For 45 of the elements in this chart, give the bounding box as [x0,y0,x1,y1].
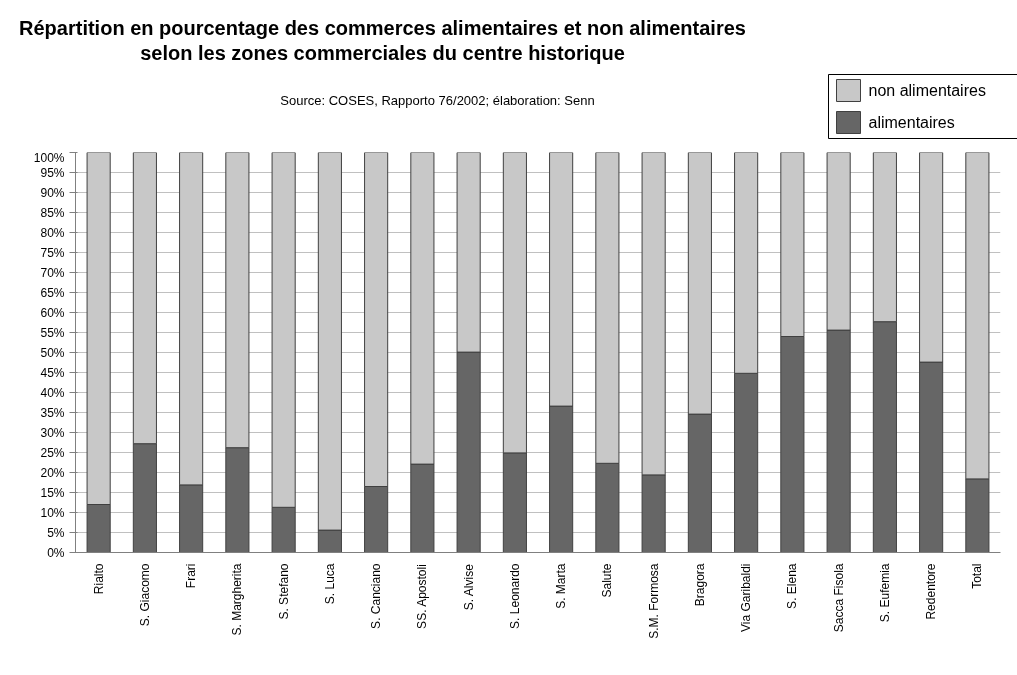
x-tick-label: S. Marta [554,563,569,609]
y-tick-label: 85% [40,205,65,220]
x-tick-label: S. Canciano [369,563,384,629]
x-tick-label: S. Alvise [461,563,476,611]
y-tick-label: 45% [40,365,65,380]
y-tick-label: 0% [47,545,65,560]
y-tick-label: 100% [33,150,65,165]
x-tick-label: Via Garibaldi [739,563,754,632]
y-tick-label: 95% [40,165,65,180]
x-tick-label: S. Elena [785,563,800,609]
y-tick-label: 65% [40,285,65,300]
x-tick-label: S. Luca [322,563,337,605]
x-tick-label: Frari [184,563,199,589]
x-tick-label: S. Leonardo [507,563,522,629]
y-tick-label: 50% [40,345,65,360]
x-tick-label: S. Stefano [276,563,291,620]
x-tick-label: SS. Apostoli [415,564,430,629]
x-tick-label: S. Margherita [230,563,245,636]
chart-title: Répartition en pourcentage des commerces alimentaires et non alimentaires selon les zones commerciales du centre historique [18,16,747,66]
x-tick-label: Salute [600,563,615,598]
source-note: Source: COSES, Rapporto 76/2002; élaboration: Senn [280,92,595,110]
y-tick-label: 80% [40,225,65,240]
legend-label: non alimentaires [868,82,986,99]
y-tick-label: 70% [40,265,65,280]
x-tick-label: Sacca Fisola [831,563,846,633]
y-tick-label: 75% [40,245,65,260]
x-tick-label: Bragora [692,563,707,607]
y-tick-label: 35% [40,405,65,420]
y-tick-label: 15% [40,485,65,500]
x-tick-label: Redentore [924,563,939,620]
y-tick-label: 5% [47,525,65,540]
x-tick-label: S.M. Formosa [646,563,661,639]
y-tick-label: 30% [40,425,65,440]
x-tick-label: S. Giacomo [137,563,152,627]
x-tick-label: Total [970,563,985,589]
y-tick-label: 90% [40,185,65,200]
y-tick-label: 20% [40,465,65,480]
y-tick-label: 60% [40,305,65,320]
y-tick-label: 40% [40,385,65,400]
y-tick-label: 10% [40,505,65,520]
x-tick-label: Rialto [91,563,106,595]
legend-label: alimentaires [868,114,955,131]
x-tick-label: S. Eufemia [877,563,892,623]
y-tick-label: 25% [40,445,65,460]
y-tick-label: 55% [40,325,65,340]
